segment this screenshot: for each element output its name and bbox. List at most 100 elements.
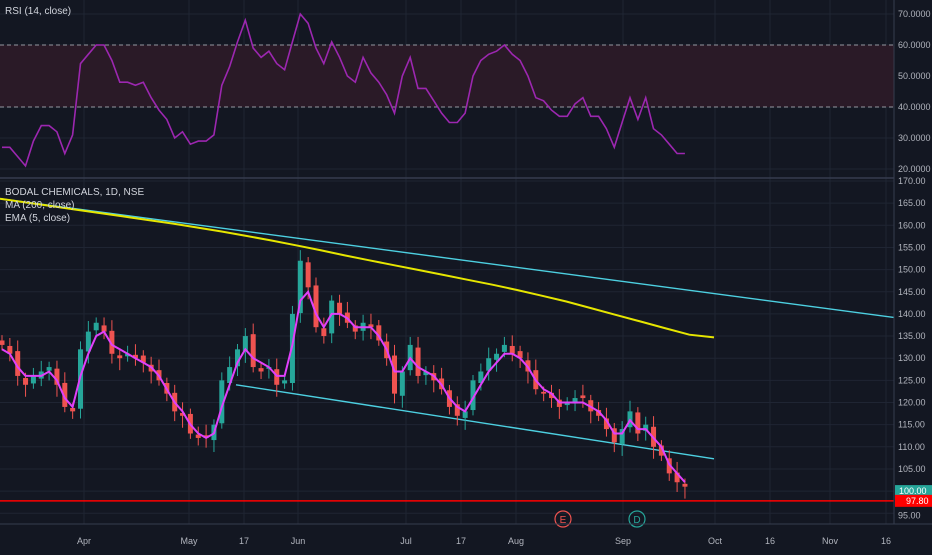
- candle[interactable]: [454, 396, 460, 426]
- candle-body: [70, 407, 76, 412]
- price-axis-tick: 130.00: [898, 353, 926, 363]
- candle[interactable]: [54, 360, 60, 397]
- candle[interactable]: [93, 317, 99, 336]
- candle[interactable]: [313, 277, 319, 333]
- time-axis-tick: Sep: [615, 536, 631, 546]
- rsi-axis-tick: 50.0000: [898, 71, 931, 81]
- candle[interactable]: [242, 328, 248, 363]
- event-marker-e[interactable]: E: [554, 510, 572, 528]
- time-axis-tick: 16: [765, 536, 775, 546]
- candle[interactable]: [30, 367, 36, 389]
- candle[interactable]: [611, 422, 617, 453]
- event-marker-d[interactable]: D: [628, 510, 646, 528]
- candle[interactable]: [376, 320, 382, 346]
- candle-body: [85, 331, 91, 352]
- candle[interactable]: [15, 340, 21, 386]
- candle[interactable]: [62, 372, 68, 413]
- candle[interactable]: [0, 335, 5, 351]
- candle-body: [399, 371, 405, 396]
- candle[interactable]: [250, 323, 256, 373]
- candle[interactable]: [101, 317, 107, 340]
- marked-level-box: [895, 494, 932, 507]
- price-axis-tick: 110.00: [898, 442, 925, 452]
- candle[interactable]: [572, 390, 578, 412]
- candle[interactable]: [658, 440, 664, 461]
- candle-body: [674, 472, 680, 483]
- candle[interactable]: [392, 344, 397, 404]
- candle[interactable]: [423, 366, 429, 385]
- candle[interactable]: [117, 350, 123, 371]
- candle[interactable]: [140, 350, 146, 373]
- candle[interactable]: [7, 337, 13, 362]
- last-price-text: 100.00: [899, 486, 927, 496]
- candle[interactable]: [470, 375, 476, 416]
- time-axis-tick: Aug: [508, 536, 524, 546]
- candle-body: [619, 429, 625, 444]
- candle[interactable]: [329, 295, 335, 344]
- candle[interactable]: [337, 294, 343, 326]
- price-axis[interactable]: 20.0000 30.0000 40.0000 50.0000 60.0000 70.00…: [893, 0, 932, 550]
- time-axis-tick: 17: [239, 536, 249, 546]
- rsi-legend: RSI (14, close): [5, 5, 71, 18]
- upper-trendline[interactable]: [0, 198, 895, 319]
- event-label: D: [633, 515, 640, 526]
- ma-legend: MA (200, close): [5, 200, 75, 211]
- candle[interactable]: [274, 358, 280, 397]
- candle[interactable]: [132, 344, 138, 366]
- candle-body: [0, 340, 5, 345]
- marked-level-text: 97.80: [906, 496, 929, 506]
- candle[interactable]: [219, 372, 225, 429]
- time-axis[interactable]: Apr May 17 Jun Jul 17 Aug Sep Oct 16 Nov 16: [0, 523, 932, 546]
- rsi-pane[interactable]: [0, 12, 894, 168]
- candle-body: [462, 411, 468, 418]
- rsi-axis-tick: 30.0000: [898, 133, 931, 143]
- price-axis-tick: 120.00: [898, 398, 926, 408]
- time-axis-tick: Nov: [822, 536, 839, 546]
- time-axis-tick: May: [180, 536, 198, 546]
- candle[interactable]: [619, 421, 625, 456]
- marked-level-label: 97.80: [895, 494, 932, 507]
- candle[interactable]: [494, 348, 500, 372]
- candle[interactable]: [282, 375, 288, 389]
- lower-trendline[interactable]: [235, 384, 715, 460]
- candle[interactable]: [517, 345, 523, 368]
- candle[interactable]: [509, 335, 515, 362]
- candle[interactable]: [580, 384, 586, 408]
- candle[interactable]: [235, 344, 240, 377]
- candle[interactable]: [674, 461, 680, 492]
- price-legend: BODAL CHEMICALS, 1D, NSE MA (200, close)…: [5, 186, 144, 225]
- candle[interactable]: [258, 362, 264, 380]
- candle[interactable]: [486, 347, 492, 381]
- candle-body: [643, 424, 649, 431]
- candle[interactable]: [635, 407, 641, 442]
- candle-body: [329, 300, 335, 334]
- candle[interactable]: [195, 426, 201, 446]
- candle[interactable]: [109, 320, 115, 364]
- candle[interactable]: [564, 397, 570, 411]
- candle-body: [203, 435, 209, 438]
- price-axis-tick: 160.00: [898, 220, 926, 230]
- candle-body: [250, 334, 256, 368]
- candle-body: [15, 351, 21, 376]
- candle-body: [227, 367, 233, 384]
- candle[interactable]: [399, 366, 405, 408]
- candle[interactable]: [321, 317, 327, 344]
- candle[interactable]: [352, 320, 358, 340]
- price-axis-tick: 140.00: [898, 309, 926, 319]
- candle-body: [572, 398, 578, 404]
- candle-body: [517, 351, 523, 359]
- candle-body: [415, 347, 421, 376]
- candle[interactable]: [415, 336, 421, 384]
- candle[interactable]: [462, 400, 468, 430]
- candle[interactable]: [549, 384, 554, 408]
- candle[interactable]: [203, 424, 209, 448]
- event-label: E: [560, 515, 567, 526]
- candle-body: [313, 285, 319, 328]
- price-axis-tick: 95.00: [898, 510, 921, 520]
- candle[interactable]: [180, 402, 186, 428]
- candle-body: [117, 355, 123, 359]
- candle[interactable]: [297, 250, 303, 323]
